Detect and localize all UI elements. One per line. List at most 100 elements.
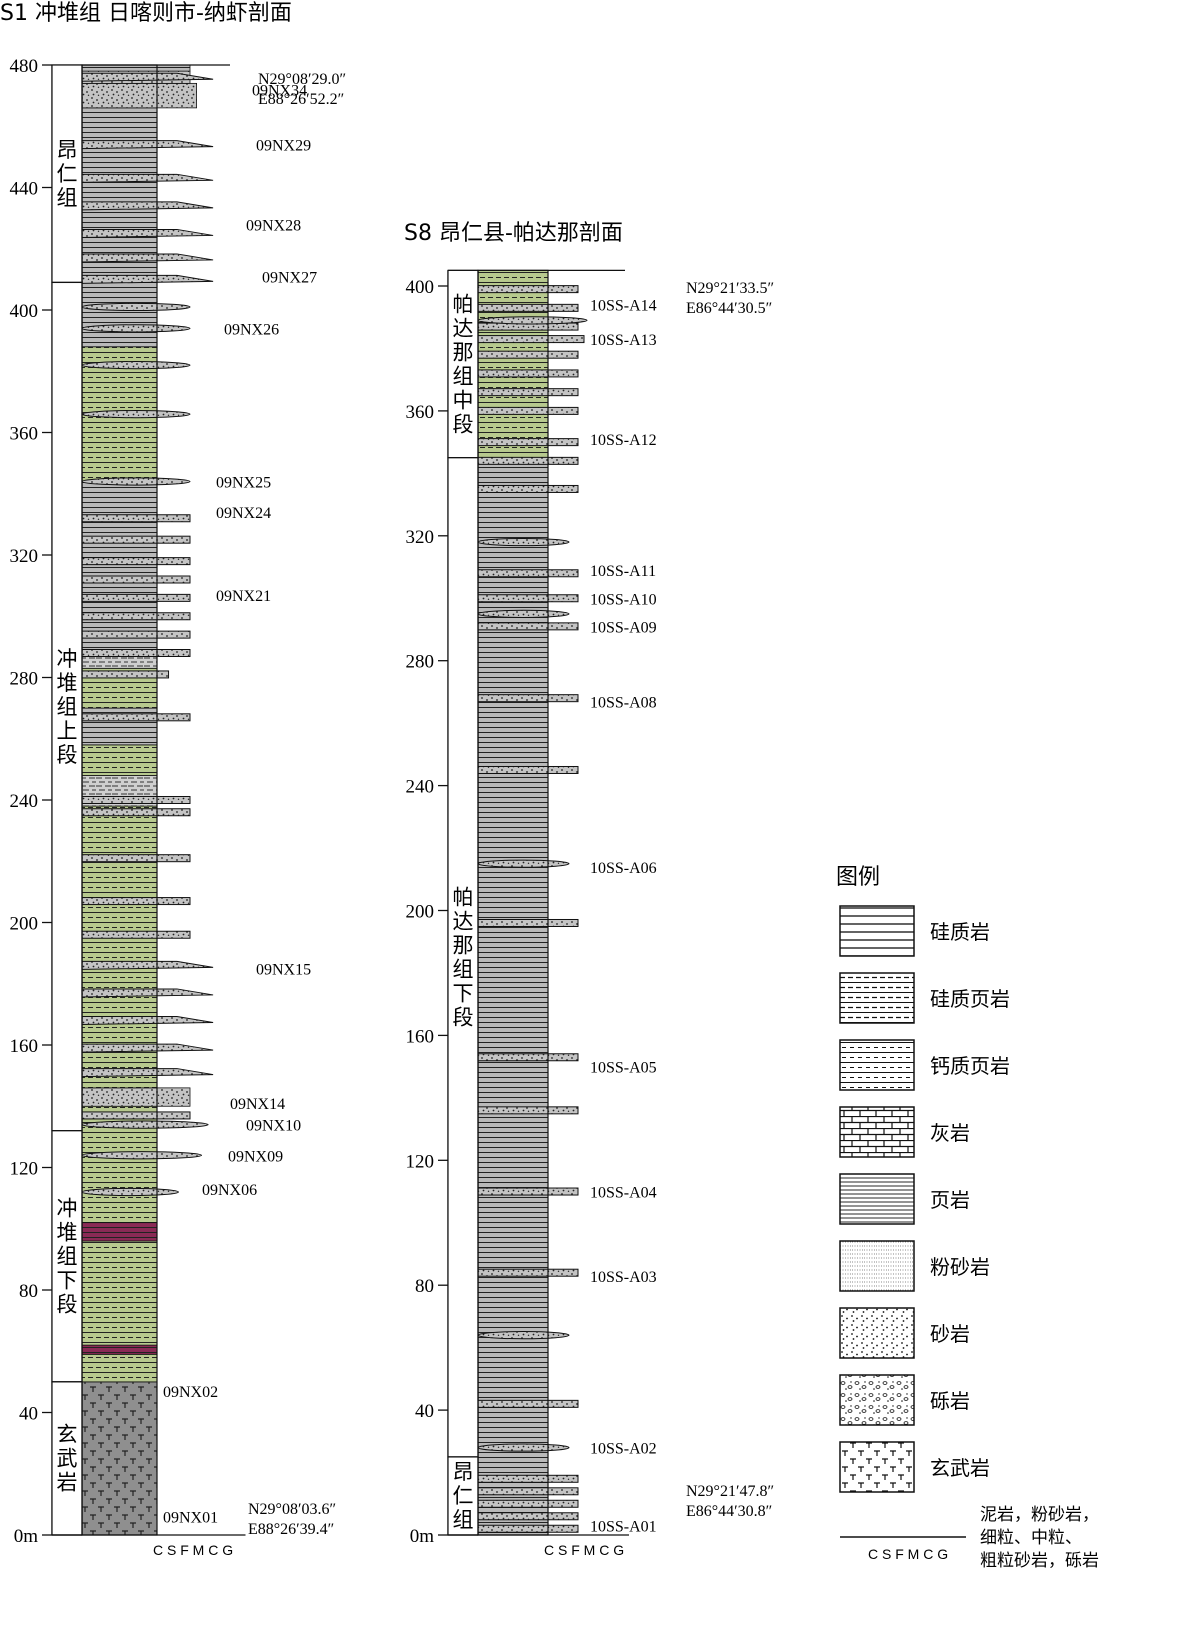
- depth-tick-label: 0m: [410, 1526, 435, 1547]
- sandstone-lens: [477, 1443, 570, 1452]
- legend-swatch-siltstone: [839, 1240, 915, 1292]
- sandstone-bed: [477, 1512, 579, 1521]
- legend-label: 页岩: [930, 1188, 970, 1212]
- sandstone-lens: [81, 361, 191, 370]
- legend-swatch-sandstone: [839, 1307, 915, 1359]
- sandstone-bed: [477, 484, 579, 493]
- sandstone-bed: [81, 630, 191, 639]
- sandstone-bed: [477, 438, 579, 447]
- sandstone-wedge: [81, 274, 214, 284]
- sandstone-bed: [477, 1524, 579, 1533]
- sandstone-wedge: [81, 228, 214, 238]
- sandstone-wedge: [81, 1068, 214, 1078]
- sandstone-bed: [81, 930, 191, 939]
- sandstone-bed: [81, 1111, 191, 1120]
- formation-label: 昂仁组: [453, 1460, 474, 1532]
- sandstone-lens: [477, 859, 570, 868]
- lithology-unit-shale: [477, 457, 549, 1536]
- formation-box: [51, 281, 83, 1132]
- sample-label: 10SS-A06: [590, 860, 657, 877]
- sample-label: 10SS-A03: [590, 1269, 657, 1286]
- column-title-s1: S1 冲堆组 日喀则市-纳虾剖面: [0, 1, 292, 26]
- sandstone-bed: [477, 369, 579, 378]
- sandstone-bed: [477, 1399, 579, 1408]
- depth-tick-label: 80: [19, 1281, 38, 1302]
- depth-tick-label: 160: [406, 1026, 435, 1047]
- coordinate-lat: N29°08′03.6″: [248, 1501, 336, 1518]
- legend-label: 玄武岩: [930, 1456, 990, 1480]
- sample-label: 09NX01: [163, 1510, 218, 1527]
- depth-tick-label: 440: [10, 179, 39, 200]
- sandstone-bed: [81, 897, 191, 906]
- lithology-unit-shale: [81, 481, 158, 654]
- sample-label: 09NX34: [252, 83, 307, 100]
- sandstone-wedge: [81, 1016, 214, 1026]
- depth-tick-label: 400: [406, 277, 435, 298]
- coordinates-s1-top: N29°08′29.0″ E88°26′52.2″: [258, 71, 346, 108]
- grain-size-scale: C S F M C G: [544, 1542, 624, 1558]
- legend-swatch-conglomerate: [839, 1374, 915, 1426]
- sandstone-bed: [477, 1499, 579, 1508]
- formation-label: 玄武岩: [57, 1423, 78, 1495]
- legend-label: 砾岩: [930, 1389, 970, 1413]
- sandstone-bed: [477, 1187, 579, 1196]
- sample-label: 09NX06: [202, 1182, 257, 1199]
- sandstone-wedge: [81, 960, 214, 970]
- depth-tick-label: 120: [406, 1151, 435, 1172]
- depth-tick-label: 360: [10, 424, 39, 445]
- sandstone-bed: [477, 1474, 579, 1483]
- legend-label: 硅质岩: [930, 920, 990, 944]
- sandstone-lens: [477, 537, 570, 547]
- sandstone-bed: [477, 1487, 579, 1496]
- lithology-unit-siliceous_shale: [81, 1353, 158, 1383]
- column-title-s8: S8 昂仁县-帕达那剖面: [404, 221, 623, 246]
- coordinate-lon: E86°44′30.8″: [686, 1503, 772, 1520]
- sample-label: 09NX24: [216, 505, 271, 522]
- sample-label: 09NX15: [256, 961, 311, 978]
- legend-grain-scale: C S F M C G 泥岩，粉砂岩， 细粒、中粒、 粗粒砂岩，砾岩: [840, 1505, 1099, 1571]
- sandstone-bed: [477, 335, 585, 344]
- sandstone-bed: [477, 594, 579, 603]
- legend-label: 粉砂岩: [930, 1255, 990, 1279]
- formation-box: [51, 1381, 83, 1536]
- grain-note-line-3: 粗粒砂岩，砾岩: [980, 1551, 1099, 1571]
- sandstone-bed: [81, 670, 170, 679]
- formation-box: [51, 1130, 83, 1383]
- sample-label: 09NX25: [216, 475, 271, 492]
- sample-label: 10SS-A02: [590, 1441, 657, 1458]
- sample-label: 10SS-A04: [590, 1185, 657, 1202]
- depth-tick-label: 320: [406, 527, 435, 548]
- sandstone-bed: [477, 303, 579, 312]
- depth-tick-label: 200: [10, 914, 39, 935]
- sandstone-bed: [477, 622, 579, 631]
- lithology-unit-red_band: [81, 1222, 158, 1242]
- legend-label: 硅质页岩: [930, 987, 1010, 1011]
- sandstone-bed: [477, 456, 579, 465]
- lithology-unit-siliceous_shale: [81, 805, 158, 1089]
- depth-tick-label: 280: [406, 652, 435, 673]
- sandstone-wedge: [81, 201, 214, 211]
- sandstone-lens: [81, 324, 191, 333]
- formation-label: 帕达那组下段: [453, 886, 474, 1030]
- sample-label: 10SS-A13: [590, 332, 657, 349]
- stratigraphic-column-s1: 0m 40 80 120 160 200 240 280 320 360 400 440 480 昂仁组冲…: [10, 56, 318, 1558]
- depth-tick-label: 240: [10, 791, 39, 812]
- depth-tick-label: 240: [406, 777, 435, 798]
- depth-tick-label: 280: [10, 669, 39, 690]
- stratigraphic-column-s8: 0m 40 80 120 160 200 240 280 320 360 400 帕达那组中段帕达那组…: [406, 269, 657, 1558]
- sandstone-lens: [81, 1187, 179, 1197]
- sample-label: 10SS-A08: [590, 694, 657, 711]
- sample-label: 09NX21: [216, 588, 271, 605]
- legend-swatch-calcareous_shale: [839, 1039, 915, 1091]
- sandstone-wedge: [81, 72, 214, 82]
- sandstone-lens: [81, 477, 191, 486]
- depth-tick-label: 320: [10, 546, 39, 567]
- legend-label: 灰岩: [930, 1121, 970, 1145]
- sandstone-bed: [477, 1053, 579, 1062]
- coordinates-s8-bottom: N29°21′47.8″ E86°44′30.8″: [686, 1483, 774, 1520]
- sandstone-wedge: [81, 1043, 214, 1053]
- sample-label: 10SS-A05: [590, 1060, 657, 1077]
- sandstone-lens: [81, 302, 191, 312]
- sample-label: 09NX28: [246, 217, 301, 234]
- sandstone-bed: [81, 796, 191, 804]
